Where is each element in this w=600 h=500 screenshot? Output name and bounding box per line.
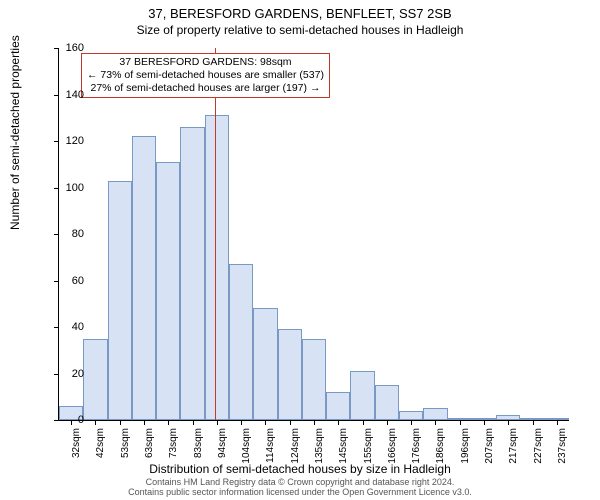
xtick-mark bbox=[484, 420, 485, 425]
xtick-mark bbox=[508, 420, 509, 425]
histogram-bar bbox=[302, 339, 326, 420]
xtick-mark bbox=[557, 420, 558, 425]
ytick-label: 120 bbox=[54, 135, 84, 147]
xtick-mark bbox=[387, 420, 388, 425]
reference-line bbox=[215, 48, 216, 420]
chart-subtitle: Size of property relative to semi-detach… bbox=[0, 22, 600, 37]
plot-area: 32sqm42sqm53sqm63sqm73sqm83sqm94sqm104sq… bbox=[58, 48, 569, 421]
y-axis-label: Number of semi-detached properties bbox=[8, 35, 22, 230]
footer-line2: Contains public sector information licen… bbox=[0, 488, 600, 498]
histogram-bar bbox=[326, 392, 350, 420]
ytick-label: 60 bbox=[54, 275, 84, 287]
annotation-line2: ← 73% of semi-detached houses are smalle… bbox=[87, 69, 324, 82]
xtick-mark bbox=[120, 420, 121, 425]
xtick-mark bbox=[314, 420, 315, 425]
histogram-bar bbox=[278, 329, 302, 420]
histogram-bar bbox=[375, 385, 399, 420]
xtick-mark bbox=[435, 420, 436, 425]
xtick-mark bbox=[144, 420, 145, 425]
xtick-mark bbox=[533, 420, 534, 425]
annotation-line3: 27% of semi-detached houses are larger (… bbox=[87, 82, 324, 95]
histogram-bar bbox=[108, 181, 132, 420]
xtick-mark bbox=[168, 420, 169, 425]
histogram-bar bbox=[205, 115, 229, 420]
annotation-box: 37 BERESFORD GARDENS: 98sqm← 73% of semi… bbox=[81, 53, 330, 98]
xtick-mark bbox=[363, 420, 364, 425]
histogram-bar bbox=[423, 408, 447, 420]
histogram-bar bbox=[253, 308, 277, 420]
histogram-bar bbox=[156, 162, 180, 420]
ytick-label: 80 bbox=[54, 228, 84, 240]
ytick-label: 140 bbox=[54, 89, 84, 101]
xtick-mark bbox=[290, 420, 291, 425]
ytick-label: 160 bbox=[54, 42, 84, 54]
xtick-mark bbox=[338, 420, 339, 425]
histogram-bar bbox=[132, 136, 156, 420]
ytick-label: 40 bbox=[54, 321, 84, 333]
annotation-line1: 37 BERESFORD GARDENS: 98sqm bbox=[87, 56, 324, 69]
histogram-bar bbox=[180, 127, 204, 420]
xtick-mark bbox=[411, 420, 412, 425]
chart-title: 37, BERESFORD GARDENS, BENFLEET, SS7 2SB bbox=[0, 0, 600, 22]
ytick-label: 20 bbox=[54, 368, 84, 380]
histogram-bar bbox=[399, 411, 423, 420]
xtick-mark bbox=[193, 420, 194, 425]
xtick-mark bbox=[265, 420, 266, 425]
ytick-label: 100 bbox=[54, 182, 84, 194]
xtick-mark bbox=[95, 420, 96, 425]
footer-text: Contains HM Land Registry data © Crown c… bbox=[0, 478, 600, 498]
xtick-mark bbox=[460, 420, 461, 425]
histogram-bar bbox=[83, 339, 107, 420]
ytick-label: 0 bbox=[54, 414, 84, 426]
histogram-bar bbox=[350, 371, 374, 420]
histogram-bar bbox=[229, 264, 253, 420]
xtick-mark bbox=[241, 420, 242, 425]
xtick-mark bbox=[217, 420, 218, 425]
x-axis-label: Distribution of semi-detached houses by … bbox=[0, 462, 600, 476]
chart-container: 37, BERESFORD GARDENS, BENFLEET, SS7 2SB… bbox=[0, 0, 600, 500]
